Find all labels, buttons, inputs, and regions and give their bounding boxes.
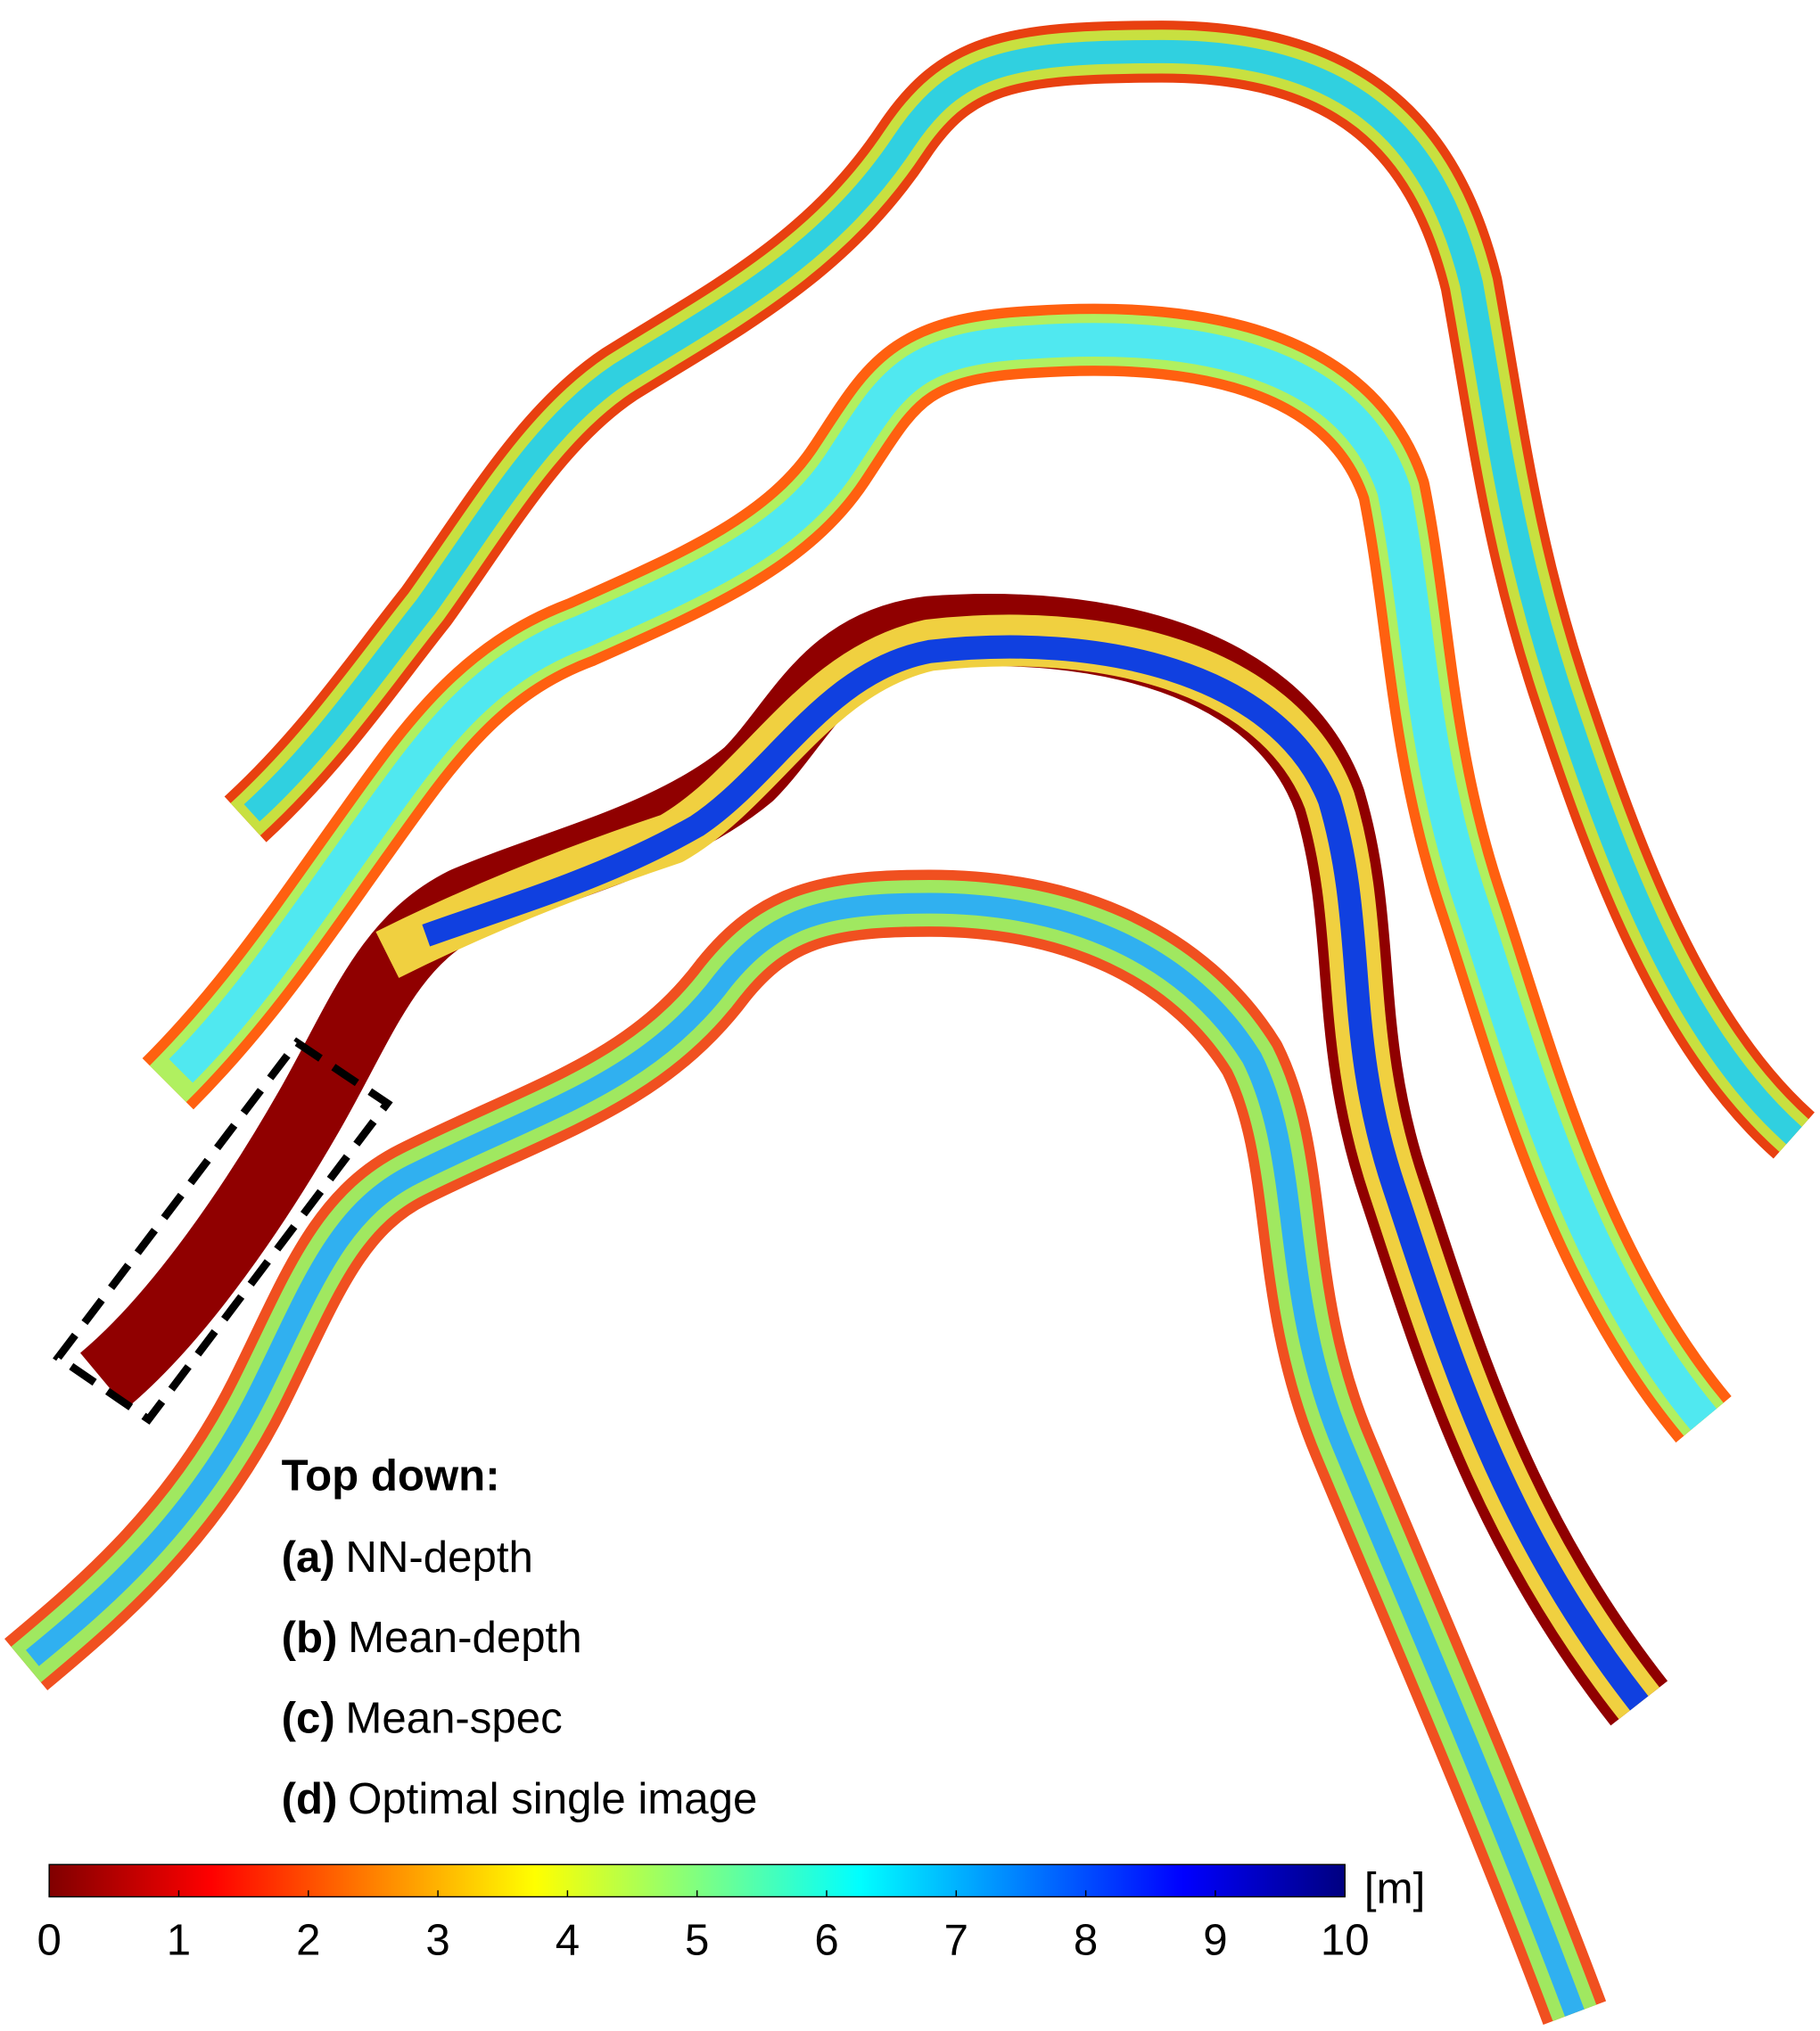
legend-key: (a) [282,1533,335,1582]
legend: Top down: (a) NN-depth(b) Mean-depth(c) Mea… [282,1451,758,1824]
river-c [79,594,1668,1726]
legend-text: NN-depth [345,1533,533,1582]
colorbar-ticks: 0 1 2 3 4 5 6 7 8 9 10 [37,1890,1370,1965]
colorbar-tick-label: 10 [1321,1916,1370,1965]
legend-key: (c) [282,1694,335,1743]
highlight-box [53,1037,393,1425]
legend-key: (b) [282,1613,338,1662]
colorbar-unit: [m] [1364,1864,1425,1913]
legend-item: (d) Optimal single image [282,1774,758,1823]
colorbar-tick-label: 4 [556,1916,580,1965]
colorbar-tick-label: 3 [425,1916,449,1965]
colorbar-tick-label: 1 [167,1916,191,1965]
colorbar-tick-label: 6 [814,1916,838,1965]
colorbar-tick-label: 2 [296,1916,320,1965]
colorbar-tick-label: 7 [944,1916,968,1965]
colorbar-tick-label: 0 [37,1916,61,1965]
river-b [142,303,1732,1443]
legend-item: (c) Mean-spec [282,1694,563,1743]
river-d [4,869,1607,2025]
legend-text: Mean-spec [345,1694,562,1743]
legend-key: (d) [282,1774,338,1823]
colorbar-tick-label: 5 [685,1916,709,1965]
river-a [224,21,1816,1159]
river-maps [4,21,1816,2025]
legend-text: Mean-depth [348,1613,582,1662]
colorbar-tick-label: 8 [1074,1916,1098,1965]
legend-text: Optimal single image [348,1774,757,1823]
legend-item: (b) Mean-depth [282,1613,582,1662]
colorbar-tick-label: 9 [1203,1916,1227,1965]
legend-item: (a) NN-depth [282,1533,533,1582]
legend-heading: Top down: [282,1451,500,1501]
